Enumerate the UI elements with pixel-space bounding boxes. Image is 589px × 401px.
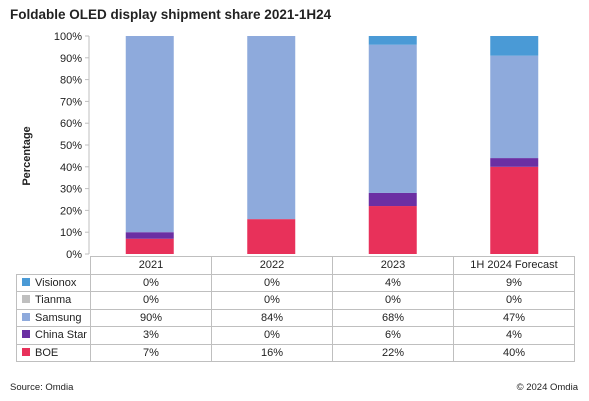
table-row: Visionox 0% 0% 4% 9% xyxy=(16,273,575,292)
data-label: 3% xyxy=(90,326,212,345)
table-row: China Star 3% 0% 6% 4% xyxy=(16,326,575,345)
y-tick-label: 40% xyxy=(60,162,82,174)
bar-segment-boe xyxy=(247,219,296,254)
data-label: 16% xyxy=(211,343,333,362)
data-label: 0% xyxy=(90,273,212,292)
data-label: 7% xyxy=(90,343,212,362)
y-tick-label: 10% xyxy=(60,227,82,239)
legend-entry: Visionox xyxy=(16,273,91,292)
data-label: 9% xyxy=(453,273,575,292)
legend-label: BOE xyxy=(35,346,59,359)
data-label: 0% xyxy=(453,291,575,310)
data-label: 22% xyxy=(332,343,454,362)
legend-swatch xyxy=(22,295,30,304)
y-tick-label: 70% xyxy=(60,96,82,108)
legend-entry: China Star xyxy=(16,326,91,345)
data-label: 0% xyxy=(332,291,454,310)
bar-segment-samsung xyxy=(247,36,296,220)
legend-label: China Star xyxy=(35,329,87,342)
y-tick-label: 100% xyxy=(54,31,82,43)
data-label: 0% xyxy=(211,273,333,292)
data-table: 2021 2022 2023 1H 2024 Forecast Visionox 0% 0%… xyxy=(16,256,575,362)
source-note: Source: Omdia xyxy=(10,382,74,393)
legend-label: Tianma xyxy=(35,294,72,307)
y-tick-label: 80% xyxy=(60,75,82,87)
y-tick-label: 0% xyxy=(66,249,82,260)
legend-entry: Samsung xyxy=(16,308,91,327)
bar-segment-china-star xyxy=(125,232,174,239)
bar-segment-china-star xyxy=(490,158,539,167)
data-label: 84% xyxy=(211,308,333,327)
bar-segment-boe xyxy=(368,206,417,254)
data-label: 68% xyxy=(332,308,454,327)
table-row: Samsung 90% 84% 68% 47% xyxy=(16,308,575,327)
legend-entry: Tianma xyxy=(16,291,91,310)
y-tick-label: 30% xyxy=(60,184,82,196)
data-label: 0% xyxy=(211,291,333,310)
x-tick-label: 2022 xyxy=(211,256,333,275)
legend-entry: BOE xyxy=(16,343,91,362)
x-tick-label: 1H 2024 Forecast xyxy=(453,256,575,275)
legend-swatch xyxy=(22,312,30,321)
data-label: 4% xyxy=(453,326,575,345)
bar-segment-visionox xyxy=(368,36,417,45)
table-row: BOE 7% 16% 22% 40% xyxy=(16,343,575,362)
data-label: 4% xyxy=(332,273,454,292)
data-label: 0% xyxy=(90,291,212,310)
data-label: 6% xyxy=(332,326,454,345)
bar-segment-china-star xyxy=(368,192,417,207)
y-tick-label: 20% xyxy=(60,205,82,217)
stacked-bar-chart: 0% 10% 20% 30% 40% 50% 60% 70% 80% 90% 100% xyxy=(54,31,539,260)
y-tick-label: 50% xyxy=(60,140,82,152)
bar-segment-boe xyxy=(125,238,174,254)
table-row: Tianma 0% 0% 0% 0% xyxy=(16,291,575,310)
data-label: 0% xyxy=(211,326,333,345)
bar-segment-samsung xyxy=(490,55,539,159)
legend-label: Samsung xyxy=(35,311,82,324)
bar-segment-samsung xyxy=(368,44,417,193)
y-tick-label: 60% xyxy=(60,118,82,130)
legend-swatch xyxy=(22,330,30,339)
data-label: 40% xyxy=(453,343,575,362)
data-label: 90% xyxy=(90,308,212,327)
copyright-note: © 2024 Omdia xyxy=(516,382,578,393)
legend-label: Visionox xyxy=(35,276,77,289)
table-corner xyxy=(16,256,91,275)
bar-segment-samsung xyxy=(125,36,174,233)
y-tick-label: 90% xyxy=(60,53,82,65)
table-header-row: 2021 2022 2023 1H 2024 Forecast xyxy=(16,256,575,275)
legend-swatch xyxy=(22,277,30,286)
data-label: 47% xyxy=(453,308,575,327)
x-tick-label: 2021 xyxy=(90,256,212,275)
x-tick-label: 2023 xyxy=(332,256,454,275)
legend-swatch xyxy=(22,347,30,356)
bar-segment-visionox xyxy=(490,36,539,56)
bar-segment-boe xyxy=(490,166,539,254)
chart-title: Foldable OLED display shipment share 202… xyxy=(10,7,332,22)
